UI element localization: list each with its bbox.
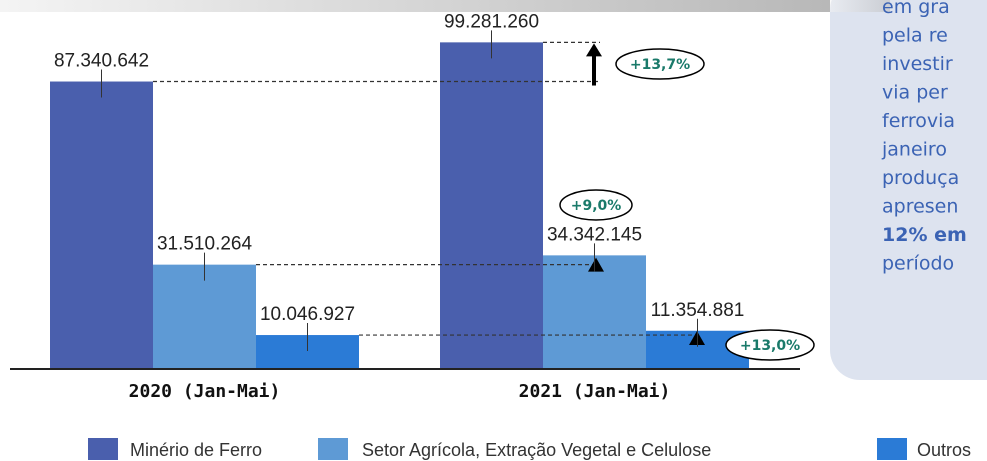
header-band bbox=[0, 0, 830, 12]
side-text: ferrovia bbox=[882, 110, 955, 132]
annotation: +13,7% bbox=[630, 57, 690, 73]
side-text: em gra bbox=[882, 0, 950, 18]
legend-label: Minério de Ferro bbox=[130, 440, 262, 460]
side-text: produça bbox=[882, 167, 959, 189]
legend-swatch bbox=[877, 438, 907, 460]
bar bbox=[543, 255, 646, 368]
arrow-head bbox=[586, 43, 602, 57]
side-text: 12% em bbox=[882, 224, 967, 246]
side-text: investir bbox=[882, 53, 953, 75]
x-tick-label: 2021 (Jan-Mai) bbox=[519, 381, 671, 402]
annotation: +13,0% bbox=[740, 338, 800, 354]
annotation-ellipse bbox=[725, 329, 815, 361]
value-label: 11.354.881 bbox=[651, 300, 745, 321]
side-panel bbox=[830, 0, 987, 380]
side-text: via per bbox=[882, 82, 948, 104]
value-label: 31.510.264 bbox=[157, 234, 253, 255]
value-label: 99.281.260 bbox=[444, 11, 539, 32]
legend-swatch bbox=[88, 438, 118, 460]
header-band bbox=[830, 0, 890, 12]
annotation: +9,0% bbox=[571, 198, 622, 214]
legend-swatch bbox=[318, 438, 348, 460]
side-text: janeiro bbox=[881, 139, 947, 161]
bar bbox=[153, 264, 256, 368]
value-label: 34.342.145 bbox=[547, 224, 642, 245]
annotation-ellipse bbox=[615, 48, 705, 80]
legend-label: Outros bbox=[917, 440, 971, 460]
side-text: pela re bbox=[882, 25, 948, 47]
x-tick-label: 2020 (Jan-Mai) bbox=[129, 381, 281, 402]
bar bbox=[440, 42, 543, 368]
arrow-head bbox=[588, 257, 604, 272]
bar bbox=[50, 81, 153, 368]
annotation-ellipse bbox=[559, 189, 633, 221]
value-label: 10.046.927 bbox=[260, 304, 355, 325]
legend-label: Setor Agrícola, Extração Vegetal e Celul… bbox=[362, 440, 711, 460]
value-label: 87.340.642 bbox=[54, 51, 149, 72]
side-text: apresen bbox=[882, 196, 958, 218]
side-text: período bbox=[882, 253, 954, 275]
